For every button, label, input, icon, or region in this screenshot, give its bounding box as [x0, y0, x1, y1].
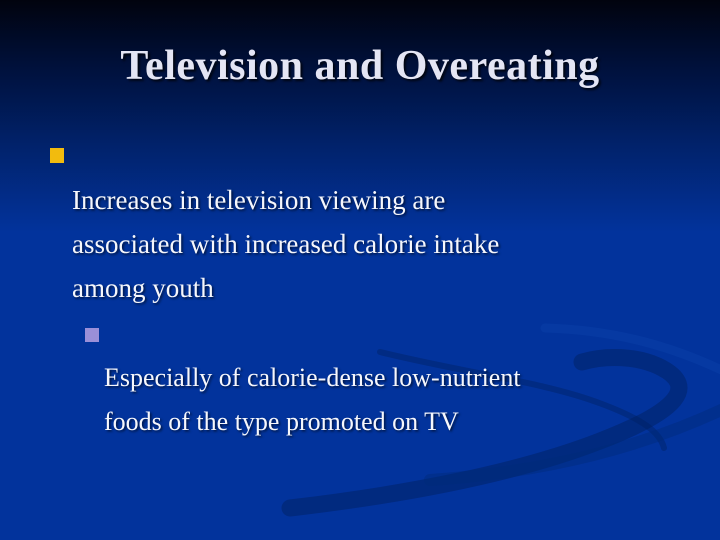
bullet-text: Especially of calorie-dense low-nutrient… — [104, 363, 521, 436]
page-title: Television and Overeating — [120, 43, 600, 89]
lavender-square-bullet-icon — [85, 328, 99, 342]
slide-body: Increases in television viewing are asso… — [50, 134, 670, 444]
bullet-item: Especially of calorie-dense low-nutrient… — [85, 312, 670, 444]
bullet-item: Increases in television viewing are asso… — [50, 134, 670, 310]
bullet-text: Increases in television viewing are asso… — [72, 185, 500, 303]
gold-square-bullet-icon — [50, 148, 64, 163]
